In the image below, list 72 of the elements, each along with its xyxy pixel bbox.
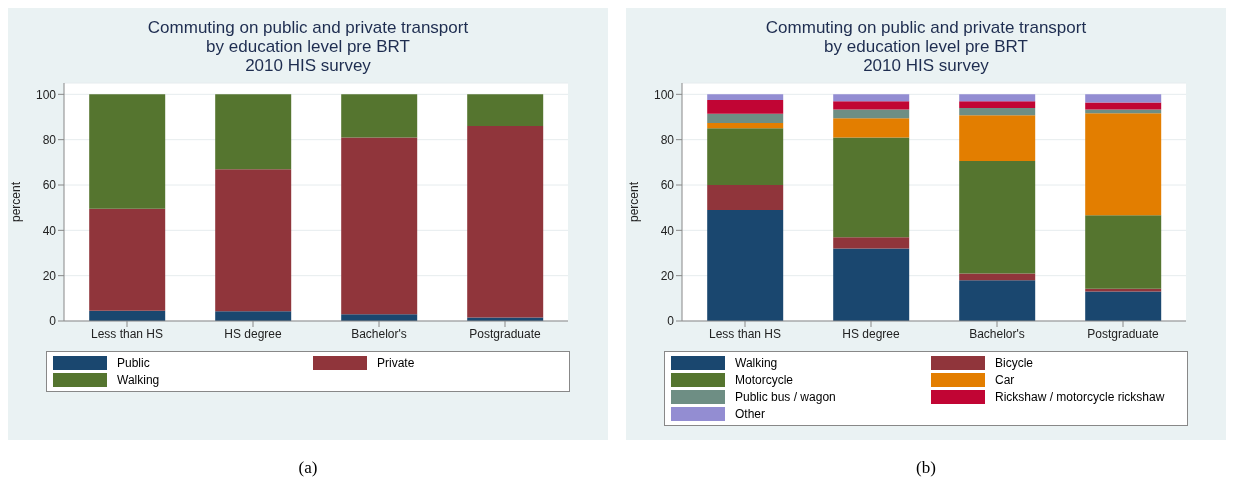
x-tick-label: HS degree: [224, 326, 283, 341]
legend-label: Motorcycle: [735, 373, 794, 387]
text: (a): [297, 458, 319, 478]
y-axis-title: percent: [627, 181, 642, 223]
bar: [959, 280, 1036, 321]
y-axis-title: percent: [9, 181, 24, 223]
bar: [707, 209, 784, 321]
legend-label: Bicycle: [995, 356, 1034, 370]
bar: [707, 113, 784, 124]
legend-label: Public: [117, 356, 150, 370]
bar: [707, 100, 784, 114]
bar: [467, 94, 544, 127]
legend-label: Walking: [735, 356, 778, 370]
y-tick-label: 20: [42, 268, 57, 283]
y-tick-label: 100: [653, 87, 675, 102]
x-tick-label: HS degree: [842, 326, 901, 341]
bar: [959, 101, 1036, 108]
bar: [833, 94, 910, 102]
bar: [1085, 215, 1162, 289]
bar: [215, 311, 292, 321]
chart-title: Commuting on public and private transport by education level pre BRT 2010 HIS survey: [146, 18, 470, 75]
y-tick-label: 60: [660, 178, 675, 193]
bar: [1085, 288, 1162, 292]
bar: [1085, 94, 1162, 103]
legend-label: Car: [995, 373, 1015, 387]
y-tick-label: 0: [49, 314, 57, 329]
bar: [467, 126, 544, 318]
bar: [215, 169, 292, 312]
y-tick-label: 40: [42, 223, 57, 238]
legend-label: Rickshaw / motorcycle rickshaw: [995, 390, 1165, 404]
bar: [959, 115, 1036, 161]
bar: [215, 94, 292, 170]
x-tick-label: Postgraduate: [1087, 326, 1160, 341]
bar: [707, 94, 784, 100]
bar: [341, 94, 418, 138]
bar: [833, 109, 910, 119]
bar: [707, 185, 784, 210]
bar: [89, 94, 166, 209]
y-tick-label: 100: [35, 87, 57, 102]
bar: [833, 101, 910, 110]
x-tick-label: Postgraduate: [469, 326, 542, 341]
bar: [833, 248, 910, 321]
y-tick-label: 20: [660, 268, 675, 283]
bar: [1085, 102, 1162, 110]
text: (b): [915, 458, 937, 478]
y-tick-label: 40: [660, 223, 675, 238]
y-tick-label: 80: [42, 132, 57, 147]
chart-title: Commuting on public and private transport by education level pre BRT 2010 HIS survey: [764, 18, 1088, 75]
bar: [959, 273, 1036, 281]
y-tick-label: 60: [42, 178, 57, 193]
x-tick-label: Less than HS: [90, 326, 164, 341]
legend-label: Private: [377, 356, 415, 370]
legend-label: Other: [735, 407, 766, 421]
legend-label: Walking: [117, 373, 160, 387]
bar: [707, 123, 784, 129]
bar: [959, 160, 1036, 274]
bar: [833, 118, 910, 138]
legend-label: Public bus / wagon: [735, 390, 836, 404]
bar: [959, 94, 1036, 102]
bar: [833, 237, 910, 249]
bar: [707, 128, 784, 185]
bar: [833, 137, 910, 238]
x-tick-label: Less than HS: [708, 326, 782, 341]
x-tick-label: Bachelor's: [969, 326, 1025, 341]
bar: [1085, 113, 1162, 216]
y-tick-label: 80: [660, 132, 675, 147]
bar: [959, 107, 1036, 116]
bar: [1085, 291, 1162, 321]
bar: [341, 137, 418, 315]
x-tick-label: Bachelor's: [351, 326, 407, 341]
bar: [89, 208, 166, 311]
y-tick-label: 0: [667, 314, 675, 329]
